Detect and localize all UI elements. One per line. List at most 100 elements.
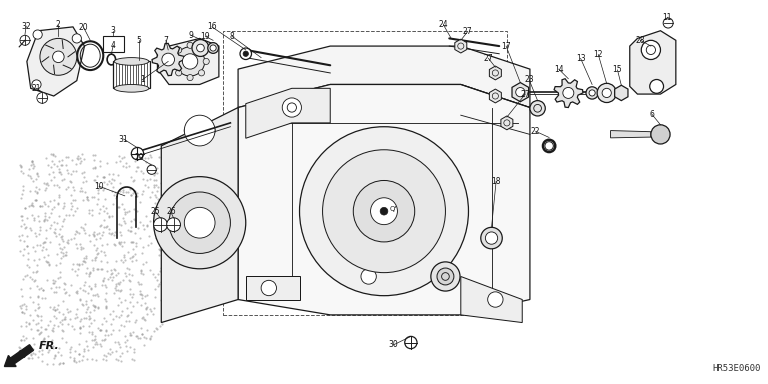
Point: [69, 207, 81, 214]
Point: [48, 290, 60, 296]
Point: [57, 298, 69, 304]
Point: [74, 285, 86, 291]
Point: [168, 166, 180, 172]
Point: [15, 247, 27, 253]
Point: [88, 304, 101, 310]
Point: [69, 268, 81, 274]
Polygon shape: [489, 89, 502, 103]
Point: [81, 197, 94, 203]
Point: [38, 199, 50, 205]
Circle shape: [650, 79, 664, 93]
Point: [116, 308, 128, 314]
Point: [112, 270, 124, 276]
Point: [153, 233, 165, 239]
Point: [116, 201, 128, 207]
Point: [247, 181, 260, 187]
Point: [17, 333, 29, 339]
Point: [230, 216, 242, 222]
Point: [71, 314, 83, 320]
Point: [121, 209, 133, 215]
Point: [61, 239, 74, 245]
Point: [98, 185, 111, 191]
Point: [121, 164, 133, 170]
Point: [137, 188, 149, 194]
Point: [42, 171, 55, 177]
Point: [218, 151, 230, 157]
Point: [202, 237, 214, 243]
Point: [95, 258, 108, 264]
Point: [41, 259, 54, 265]
Point: [144, 176, 157, 182]
Point: [190, 156, 202, 162]
Point: [22, 203, 35, 209]
Point: [32, 293, 45, 299]
Point: [109, 267, 121, 273]
Point: [117, 259, 129, 265]
Point: [74, 318, 86, 324]
Point: [147, 305, 160, 311]
Point: [133, 281, 145, 287]
Point: [43, 261, 55, 267]
Point: [58, 280, 70, 286]
Point: [201, 247, 214, 253]
Point: [25, 202, 38, 208]
Polygon shape: [501, 116, 513, 130]
Circle shape: [72, 34, 81, 43]
Point: [274, 157, 286, 163]
Point: [78, 174, 91, 180]
Point: [67, 168, 79, 174]
Point: [233, 216, 246, 222]
Point: [118, 254, 131, 260]
Point: [137, 170, 149, 176]
Point: [204, 177, 217, 183]
Point: [22, 256, 35, 262]
Polygon shape: [246, 88, 330, 138]
Point: [180, 278, 192, 284]
Point: [122, 249, 134, 255]
Point: [144, 194, 157, 200]
Point: [116, 243, 128, 249]
Text: 13: 13: [576, 54, 585, 63]
Text: 25: 25: [151, 207, 161, 217]
Ellipse shape: [114, 84, 149, 92]
Circle shape: [170, 58, 177, 65]
Point: [184, 152, 196, 158]
Point: [141, 222, 154, 228]
Point: [192, 212, 204, 218]
Point: [168, 213, 180, 219]
Point: [80, 338, 92, 344]
Polygon shape: [630, 31, 676, 94]
Point: [274, 166, 286, 172]
Circle shape: [240, 48, 251, 60]
Point: [124, 228, 136, 234]
Point: [152, 184, 164, 190]
Point: [75, 188, 88, 194]
Point: [88, 317, 100, 323]
Point: [84, 285, 97, 291]
Point: [13, 162, 25, 168]
Point: [217, 212, 229, 218]
Point: [79, 230, 91, 236]
Point: [110, 258, 122, 264]
Point: [74, 325, 86, 331]
Point: [109, 356, 121, 362]
Point: [104, 214, 116, 220]
Circle shape: [283, 98, 302, 117]
Point: [213, 239, 225, 245]
Point: [137, 271, 149, 277]
Point: [73, 351, 85, 357]
Point: [13, 344, 25, 350]
Point: [35, 324, 47, 331]
Point: [40, 246, 52, 252]
Point: [151, 165, 163, 171]
Point: [192, 168, 204, 174]
Point: [23, 263, 35, 270]
Point: [207, 206, 220, 212]
Polygon shape: [611, 131, 650, 138]
Point: [53, 194, 65, 200]
Point: [222, 206, 234, 212]
Point: [98, 315, 111, 321]
Point: [61, 154, 74, 160]
Point: [228, 182, 240, 189]
Point: [114, 279, 126, 285]
